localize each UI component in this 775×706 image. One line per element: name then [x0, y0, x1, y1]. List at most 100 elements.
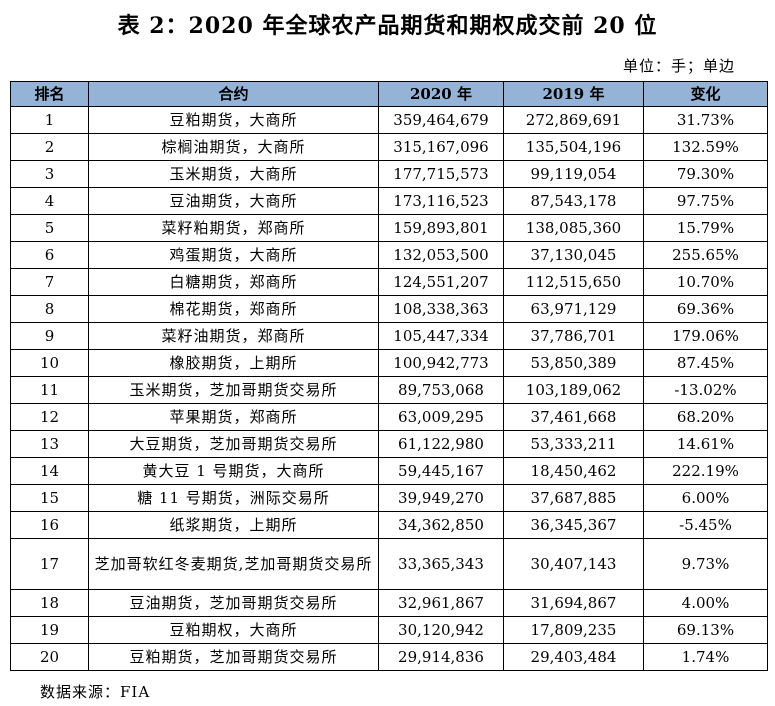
volume-2019-cell: 17,809,235 — [503, 616, 644, 644]
table-row: 15 糖 11 号期货，洲际交易所 39,949,270 37,687,885 6.00… — [10, 484, 768, 512]
volume-2019-cell: 37,130,045 — [503, 241, 644, 269]
change-cell: 255.65% — [643, 241, 768, 269]
rank-cell: 18 — [10, 589, 89, 617]
contract-cell: 菜籽粕期货，郑商所 — [88, 214, 379, 242]
rank-cell: 17 — [10, 538, 89, 590]
volume-2019-cell: 272,869,691 — [503, 106, 644, 134]
volume-2020-cell: 29,914,836 — [378, 643, 504, 671]
change-cell: -5.45% — [643, 511, 768, 539]
change-cell: 15.79% — [643, 214, 768, 242]
volume-2020-cell: 30,120,942 — [378, 616, 504, 644]
table-row: 3 玉米期货，大商所 177,715,573 99,119,054 79.30% — [10, 160, 768, 188]
change-cell: 87.45% — [643, 349, 768, 377]
contract-cell: 纸浆期货，上期所 — [88, 511, 379, 539]
change-cell: 79.30% — [643, 160, 768, 188]
header-2019: 2019 年 — [503, 81, 644, 107]
table-row: 14 黄大豆 1 号期货，大商所 59,445,167 18,450,462 222.1… — [10, 457, 768, 485]
volume-2020-cell: 100,942,773 — [378, 349, 504, 377]
volume-2019-cell: 135,504,196 — [503, 133, 644, 161]
volume-2020-cell: 132,053,500 — [378, 241, 504, 269]
change-cell: 97.75% — [643, 187, 768, 215]
contract-cell: 豆油期货，大商所 — [88, 187, 379, 215]
change-cell: 69.13% — [643, 616, 768, 644]
change-cell: 31.73% — [643, 106, 768, 134]
contract-cell: 豆粕期货，芝加哥期货交易所 — [88, 643, 379, 671]
volume-2020-cell: 124,551,207 — [378, 268, 504, 296]
contract-cell: 豆粕期货，大商所 — [88, 106, 379, 134]
contract-cell: 菜籽油期货，郑商所 — [88, 322, 379, 350]
table-row: 2 棕榈油期货，大商所 315,167,096 135,504,196 132.59% — [10, 133, 768, 161]
volume-2020-cell: 63,009,295 — [378, 403, 504, 431]
header-rank: 排名 — [10, 81, 89, 107]
change-cell: 1.74% — [643, 643, 768, 671]
change-cell: 10.70% — [643, 268, 768, 296]
table-row: 12 苹果期货，郑商所 63,009,295 37,461,668 68.20% — [10, 403, 768, 431]
rank-cell: 14 — [10, 457, 89, 485]
table-row: 4 豆油期货，大商所 173,116,523 87,543,178 97.75% — [10, 187, 768, 215]
rank-cell: 12 — [10, 403, 89, 431]
rank-cell: 16 — [10, 511, 89, 539]
change-cell: 6.00% — [643, 484, 768, 512]
volume-2020-cell: 173,116,523 — [378, 187, 504, 215]
volume-2019-cell: 31,694,867 — [503, 589, 644, 617]
contract-cell: 豆油期货，芝加哥期货交易所 — [88, 589, 379, 617]
contract-cell: 鸡蛋期货，大商所 — [88, 241, 379, 269]
change-cell: -13.02% — [643, 376, 768, 404]
contract-cell: 大豆期货，芝加哥期货交易所 — [88, 430, 379, 458]
volume-2019-cell: 99,119,054 — [503, 160, 644, 188]
table-row: 10 橡胶期货，上期所 100,942,773 53,850,389 87.45% — [10, 349, 768, 377]
change-cell: 132.59% — [643, 133, 768, 161]
change-cell: 14.61% — [643, 430, 768, 458]
volume-2019-cell: 87,543,178 — [503, 187, 644, 215]
change-cell: 9.73% — [643, 538, 768, 590]
table-row: 6 鸡蛋期货，大商所 132,053,500 37,130,045 255.65% — [10, 241, 768, 269]
rank-cell: 7 — [10, 268, 89, 296]
change-cell: 68.20% — [643, 403, 768, 431]
contract-cell: 糖 11 号期货，洲际交易所 — [88, 484, 379, 512]
contract-cell: 芝加哥软红冬麦期货,芝加哥期货交易所 — [88, 538, 379, 590]
volume-2020-cell: 34,362,850 — [378, 511, 504, 539]
contract-cell: 豆粕期权，大商所 — [88, 616, 379, 644]
change-cell: 222.19% — [643, 457, 768, 485]
volume-2020-cell: 89,753,068 — [378, 376, 504, 404]
contract-cell: 棕榈油期货，大商所 — [88, 133, 379, 161]
rank-cell: 10 — [10, 349, 89, 377]
volume-2019-cell: 29,403,484 — [503, 643, 644, 671]
header-2020: 2020 年 — [378, 81, 504, 107]
table-row: 5 菜籽粕期货，郑商所 159,893,801 138,085,360 15.79% — [10, 214, 768, 242]
volume-2019-cell: 53,850,389 — [503, 349, 644, 377]
table-row: 19 豆粕期权，大商所 30,120,942 17,809,235 69.13% — [10, 616, 768, 644]
rank-cell: 15 — [10, 484, 89, 512]
volume-2019-cell: 37,461,668 — [503, 403, 644, 431]
contract-cell: 橡胶期货，上期所 — [88, 349, 379, 377]
rank-cell: 8 — [10, 295, 89, 323]
rank-cell: 5 — [10, 214, 89, 242]
table-body: 1 豆粕期货，大商所 359,464,679 272,869,691 31.73% 2 棕榈… — [10, 106, 768, 671]
volume-2019-cell: 30,407,143 — [503, 538, 644, 590]
table-row: 13 大豆期货，芝加哥期货交易所 61,122,980 53,333,211 14.61… — [10, 430, 768, 458]
volume-2019-cell: 112,515,650 — [503, 268, 644, 296]
volume-2020-cell: 33,365,343 — [378, 538, 504, 590]
volume-2020-cell: 108,338,363 — [378, 295, 504, 323]
volume-2019-cell: 37,786,701 — [503, 322, 644, 350]
contract-cell: 苹果期货，郑商所 — [88, 403, 379, 431]
table-row: 11 玉米期货，芝加哥期货交易所 89,753,068 103,189,062 -13.… — [10, 376, 768, 404]
header-change: 变化 — [643, 81, 768, 107]
volume-2020-cell: 315,167,096 — [378, 133, 504, 161]
table-row: 1 豆粕期货，大商所 359,464,679 272,869,691 31.73% — [10, 106, 768, 134]
rank-cell: 11 — [10, 376, 89, 404]
volume-2019-cell: 138,085,360 — [503, 214, 644, 242]
table-row: 8 棉花期货，郑商所 108,338,363 63,971,129 69.36% — [10, 295, 768, 323]
table-row: 18 豆油期货，芝加哥期货交易所 32,961,867 31,694,867 4.00% — [10, 589, 768, 617]
volume-2020-cell: 105,447,334 — [378, 322, 504, 350]
change-cell: 4.00% — [643, 589, 768, 617]
contract-cell: 玉米期货，芝加哥期货交易所 — [88, 376, 379, 404]
rank-cell: 4 — [10, 187, 89, 215]
volume-2019-cell: 63,971,129 — [503, 295, 644, 323]
rank-cell: 6 — [10, 241, 89, 269]
volume-2020-cell: 59,445,167 — [378, 457, 504, 485]
table-title: 表 2：2020 年全球农产品期货和期权成交前 20 位 — [117, 13, 658, 39]
table-row: 16 纸浆期货，上期所 34,362,850 36,345,367 -5.45% — [10, 511, 768, 539]
unit-note: 单位：手；单边 — [622, 57, 735, 75]
volume-2020-cell: 32,961,867 — [378, 589, 504, 617]
